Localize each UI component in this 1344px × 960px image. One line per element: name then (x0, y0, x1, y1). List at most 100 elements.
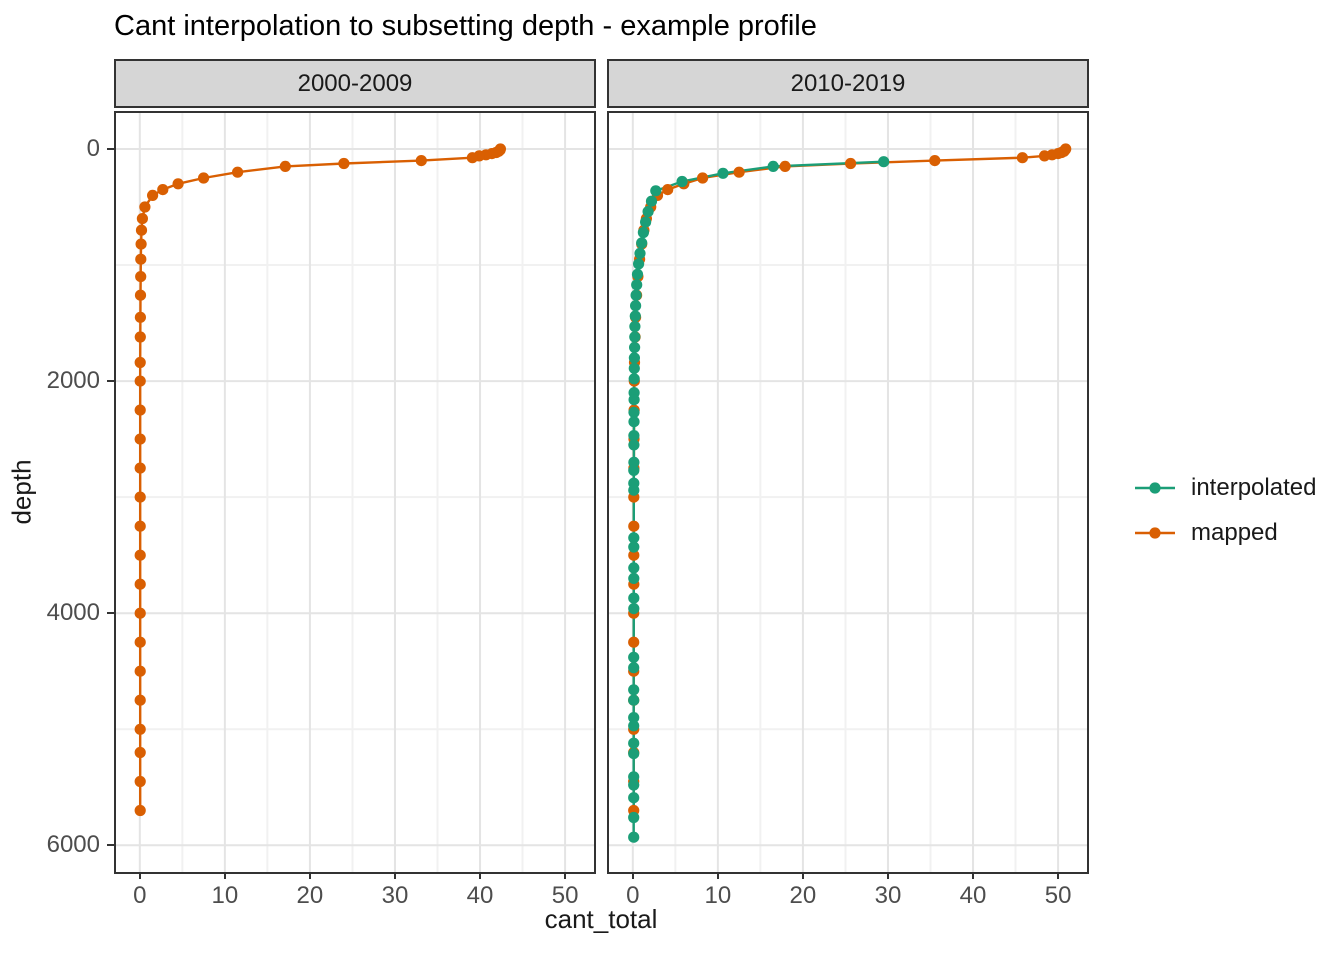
data-point-mapped (147, 189, 159, 201)
data-point-interpolated (630, 289, 642, 301)
x-tick-mark (631, 872, 634, 879)
data-point-mapped (662, 184, 674, 196)
y-tick-label: 6000 (46, 831, 100, 859)
data-point-interpolated (767, 160, 779, 172)
data-point-mapped (733, 166, 745, 178)
data-point-interpolated (628, 352, 640, 364)
data-point-interpolated (629, 310, 641, 322)
data-point-interpolated (629, 320, 641, 333)
data-point-mapped (134, 746, 146, 759)
facet-strip-label: 2010-2019 (790, 69, 906, 97)
data-point-interpolated (650, 185, 662, 197)
data-point-mapped (157, 184, 169, 196)
data-point-interpolated (628, 532, 640, 544)
data-point-mapped (135, 253, 147, 265)
x-tick-label: 20 (789, 882, 817, 909)
data-point-mapped (134, 331, 146, 343)
data-point-mapped (134, 520, 146, 532)
x-tick-label: 40 (959, 882, 987, 909)
data-point-interpolated (878, 156, 890, 168)
legend: interpolated mapped (1133, 474, 1316, 547)
data-point-interpolated (628, 748, 640, 760)
x-tick-mark (886, 872, 890, 879)
data-point-interpolated (628, 603, 640, 615)
series-line-mapped (632, 148, 1067, 811)
x-tick-mark (138, 872, 141, 879)
y-tick-label: 2000 (46, 367, 100, 395)
data-point-interpolated (642, 206, 654, 218)
legend-item-interpolated: interpolated (1133, 474, 1316, 502)
data-point-mapped (134, 723, 146, 735)
data-point-interpolated (628, 416, 640, 428)
data-point-interpolated (634, 247, 646, 259)
data-point-mapped (134, 607, 146, 619)
data-point-interpolated (628, 771, 640, 783)
data-point-interpolated (628, 831, 640, 843)
x-tick-mark (478, 872, 482, 879)
data-point-mapped (779, 160, 791, 172)
data-point-interpolated (628, 720, 640, 732)
x-tick-mark (308, 872, 312, 879)
data-point-interpolated (628, 572, 640, 584)
data-point-mapped (134, 356, 146, 369)
x-tick-label: 0 (626, 882, 640, 909)
data-point-mapped (134, 636, 146, 648)
y-tick-mark (107, 379, 114, 383)
data-point-interpolated (676, 175, 688, 188)
x-tick-mark (563, 872, 567, 879)
chart-title: Cant interpolation to subsetting depth -… (114, 10, 817, 42)
data-point-interpolated (628, 737, 640, 749)
data-point-mapped (134, 549, 146, 561)
data-point-interpolated (630, 300, 642, 312)
data-point-interpolated (628, 406, 640, 418)
x-tick-mark (1056, 872, 1060, 879)
data-point-interpolated (628, 662, 640, 674)
data-point-mapped (1016, 152, 1028, 164)
x-tick-label: 40 (466, 882, 494, 909)
series-line-mapped (139, 148, 502, 811)
data-point-mapped (845, 157, 857, 170)
data-point-interpolated (631, 268, 644, 280)
legend-key-mapped-icon (1135, 527, 1175, 539)
data-point-interpolated (628, 651, 640, 663)
data-point-interpolated (629, 341, 641, 353)
x-tick-mark (971, 872, 975, 879)
data-point-interpolated (631, 279, 643, 291)
x-tick-mark (801, 872, 805, 879)
data-point-interpolated (628, 562, 640, 574)
x-tick-label: 30 (874, 882, 902, 909)
legend-label: mapped (1191, 519, 1278, 546)
legend-item-mapped: mapped (1133, 519, 1316, 547)
data-point-interpolated (628, 779, 640, 791)
data-point-interpolated (628, 464, 640, 476)
facet-strip-2000-2009: 2000-2009 (114, 59, 596, 108)
data-point-mapped (135, 271, 147, 283)
data-point-interpolated (628, 430, 640, 442)
data-point-interpolated (628, 439, 640, 451)
x-tick-label: 50 (551, 882, 579, 909)
data-point-interpolated (628, 712, 640, 724)
facet-panel-2010-2019 (607, 111, 1089, 874)
data-point-mapped (929, 155, 941, 167)
data-point-mapped (134, 694, 146, 706)
data-point-interpolated (636, 237, 648, 249)
data-point-interpolated (628, 592, 640, 604)
data-point-mapped (134, 665, 146, 677)
data-point-mapped (172, 178, 184, 190)
data-point-interpolated (645, 195, 658, 207)
data-point-mapped (338, 157, 350, 170)
data-point-interpolated (633, 258, 645, 270)
y-tick-mark (107, 611, 114, 615)
data-point-mapped (198, 172, 210, 184)
x-tick-label: 50 (1044, 882, 1072, 909)
data-point-mapped (134, 491, 146, 503)
data-point-mapped (279, 160, 291, 172)
data-point-interpolated (628, 394, 640, 406)
data-point-mapped (134, 311, 146, 323)
x-tick-label: 10 (211, 882, 239, 909)
data-point-interpolated (628, 484, 640, 496)
data-point-mapped (134, 404, 146, 416)
facet-strip-label: 2000-2009 (297, 69, 413, 97)
data-point-interpolated (628, 373, 640, 385)
